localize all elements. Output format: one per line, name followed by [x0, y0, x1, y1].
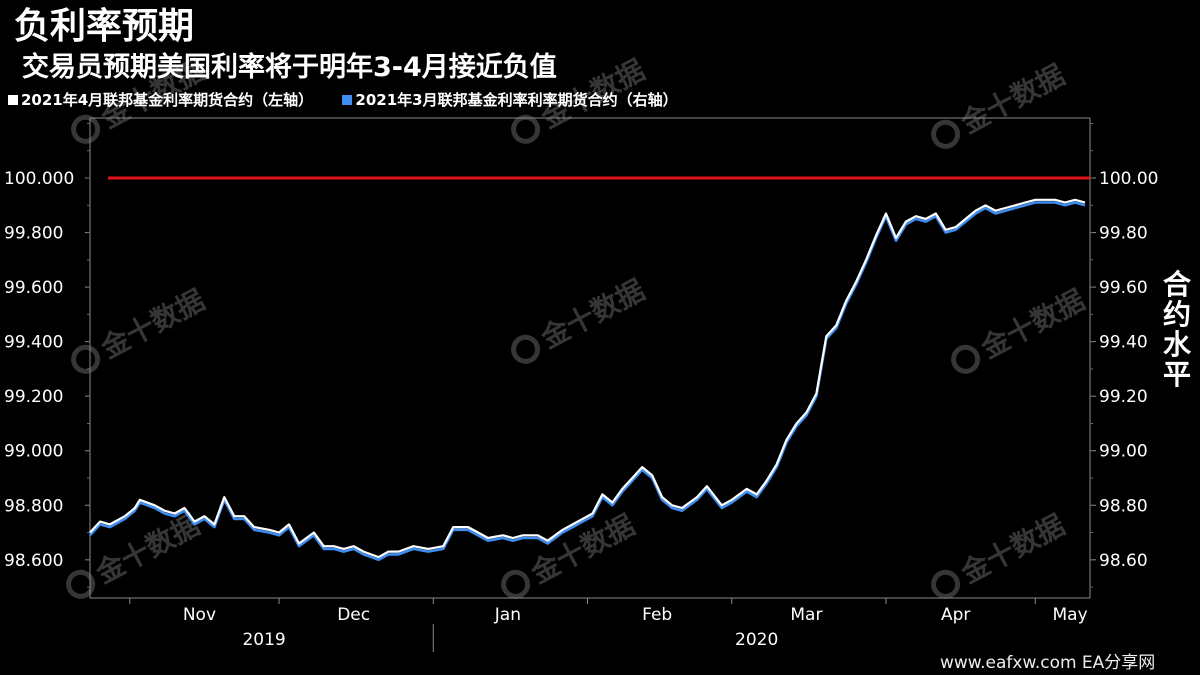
watermark-logo-icon	[931, 569, 961, 599]
watermark-logo-icon	[71, 344, 101, 374]
left-tick-label: 100.000	[4, 169, 74, 189]
watermark-logo-icon	[951, 344, 981, 374]
series-layer	[89, 198, 1086, 562]
watermark-logo: 金十数据	[71, 283, 210, 374]
left-tick-label: 98.600	[4, 551, 63, 571]
x-axis-ticks: Nov Dec Jan Feb Mar Apr May 2019 2020	[129, 598, 1088, 652]
legend: 2021年4月联邦基金利率期货合约（左轴） 2021年3月联邦基金利率利率期货合…	[8, 90, 702, 110]
right-axis-title: 合约水平	[1162, 268, 1191, 391]
watermark-logo-icon	[501, 569, 531, 599]
right-axis-ticks: 98.60 98.80 99.00 99.20 99.40 99.60 99.80 100.0…	[1090, 122, 1158, 588]
watermark-logo: 金十数据	[931, 508, 1070, 599]
left-tick-label: 99.800	[4, 224, 63, 244]
left-axis-ticks: 98.600 98.800 99.000 99.200 99.400 99.600 99.8…	[4, 122, 90, 588]
watermark-logo-icon	[511, 334, 541, 364]
month-label: Mar	[790, 605, 822, 625]
left-tick-label: 99.000	[4, 442, 63, 462]
watermark-text: 金十数据	[955, 508, 1070, 590]
watermark-logo: 金十数据	[511, 273, 650, 364]
watermark-text: 金十数据	[955, 58, 1070, 140]
series-line-march-2021	[89, 201, 1086, 562]
year-label: 2020	[735, 630, 778, 650]
legend-label-march: 2021年3月联邦基金利率利率期货合约（右轴）	[355, 91, 678, 109]
right-tick-label: 99.60	[1099, 278, 1148, 298]
watermark-logo-icon	[931, 119, 961, 149]
watermark-logo: 金十数据	[931, 58, 1070, 149]
legend-swatch-march	[342, 95, 353, 105]
month-label: Dec	[337, 605, 370, 625]
month-label: Jan	[494, 605, 521, 625]
watermark-logo: 金十数据	[951, 283, 1090, 374]
left-tick-label: 99.200	[4, 387, 63, 407]
watermark-text: 金十数据	[975, 283, 1090, 365]
legend-entry-april: 2021年4月联邦基金利率期货合约（左轴）	[8, 90, 313, 110]
watermark-logo-icon	[66, 569, 96, 599]
left-tick-label: 98.800	[4, 496, 63, 516]
watermark-text: 金十数据	[90, 508, 205, 590]
right-tick-label: 100.00	[1099, 169, 1158, 189]
chart-title: 负利率预期	[14, 6, 195, 47]
right-tick-label: 98.60	[1099, 551, 1148, 571]
legend-label-april: 2021年4月联邦基金利率期货合约（左轴）	[21, 91, 314, 109]
right-tick-label: 98.80	[1099, 496, 1148, 516]
watermark-logo: 金十数据	[66, 508, 205, 599]
watermark-text: 金十数据	[95, 283, 210, 365]
footer-watermark: www.eafxw.com EA分享网	[940, 653, 1156, 673]
month-label: May	[1053, 605, 1088, 625]
right-tick-label: 99.40	[1099, 333, 1148, 353]
right-tick-label: 99.80	[1099, 224, 1148, 244]
left-tick-label: 99.600	[4, 278, 63, 298]
watermark-text: 金十数据	[535, 273, 650, 355]
year-label: 2019	[242, 630, 285, 650]
chart-subtitle: 交易员预期美国利率将于明年3-4月接近负值	[22, 52, 557, 83]
watermark-logo-icon	[511, 114, 541, 144]
legend-swatch-april	[8, 95, 18, 105]
watermark-logo: 金十数据	[501, 508, 640, 599]
right-tick-label: 99.00	[1099, 442, 1148, 462]
right-tick-label: 99.20	[1099, 387, 1148, 407]
series-line-april-2021	[89, 198, 1086, 559]
month-label: Feb	[642, 605, 672, 625]
watermark-logo-icon	[71, 114, 101, 144]
legend-entry-march: 2021年3月联邦基金利率利率期货合约（右轴）	[342, 90, 678, 110]
left-tick-label: 99.400	[4, 333, 63, 353]
month-label: Apr	[941, 605, 970, 625]
month-label: Nov	[183, 605, 216, 625]
